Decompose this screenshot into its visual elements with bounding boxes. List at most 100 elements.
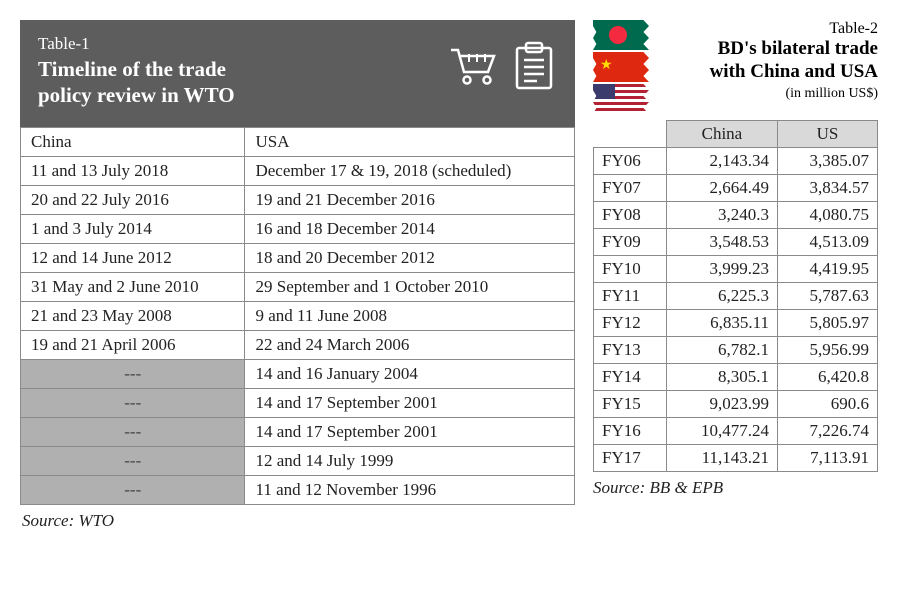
table-row: ---11 and 12 November 1996 [21,475,575,504]
table2-cell-china: 6,835.11 [666,310,777,337]
table-row: FY093,548.534,513.09 [594,229,878,256]
table2-cell-china: 6,782.1 [666,337,777,364]
table-row: ---14 and 16 January 2004 [21,359,575,388]
table-row: FY126,835.115,805.97 [594,310,878,337]
table2-cell-china: 8,305.1 [666,364,777,391]
table2-cell-china: 6,225.3 [666,283,777,310]
table-row: 1 and 3 July 201416 and 18 December 2014 [21,214,575,243]
table-row: FY148,305.16,420.8 [594,364,878,391]
table1-title: Timeline of the trade policy review in W… [38,56,447,109]
table2-cell-china: 10,477.24 [666,418,777,445]
table-row: 20 and 22 July 201619 and 21 December 20… [21,185,575,214]
table2-cell-us: 6,420.8 [777,364,877,391]
table1-label: Table-1 [38,34,447,54]
table2-cell-us: 4,513.09 [777,229,877,256]
table1-cell-china: --- [21,359,245,388]
flags-stack [593,20,649,114]
cart-icon [447,42,503,90]
table2-col-us: US [777,121,877,148]
table1-header-text: Table-1 Timeline of the trade policy rev… [38,34,447,109]
table2-cell-fy: FY09 [594,229,667,256]
table2-cell-china: 9,023.99 [666,391,777,418]
table1-header: Table-1 Timeline of the trade policy rev… [20,20,575,127]
table2-label: Table-2 [657,20,878,38]
table1-col-china: China [21,127,245,156]
table1: China USA 11 and 13 July 2018December 17… [20,127,575,505]
table1-col-usa: USA [245,127,575,156]
table-row: 21 and 23 May 20089 and 11 June 2008 [21,301,575,330]
table2-cell-us: 7,113.91 [777,445,877,472]
table2-title-line1: BD's bilateral trade [718,38,878,59]
table1-cell-china: --- [21,446,245,475]
table1-cell-usa: 19 and 21 December 2016 [245,185,575,214]
flag-china-icon [593,52,649,82]
table2-cell-fy: FY13 [594,337,667,364]
table-row: FY083,240.34,080.75 [594,202,878,229]
table2-col-china: China [666,121,777,148]
table2-cell-us: 7,226.74 [777,418,877,445]
table1-cell-usa: December 17 & 19, 2018 (scheduled) [245,156,575,185]
table2: China US FY062,143.343,385.07FY072,664.4… [593,120,878,472]
table1-cell-usa: 22 and 24 March 2006 [245,330,575,359]
table2-title: BD's bilateral trade with China and USA [657,38,878,84]
table1-cell-china: 21 and 23 May 2008 [21,301,245,330]
table2-cell-china: 3,999.23 [666,256,777,283]
table2-col-fy-blank [594,121,667,148]
table2-title-line2: with China and USA [710,61,878,82]
table1-cell-china: 31 May and 2 June 2010 [21,272,245,301]
table-row: FY1711,143.217,113.91 [594,445,878,472]
table1-cell-china: 12 and 14 June 2012 [21,243,245,272]
table-row: FY1610,477.247,226.74 [594,418,878,445]
table1-cell-usa: 16 and 18 December 2014 [245,214,575,243]
table2-unit: (in million US$) [657,86,878,102]
table2-cell-us: 5,805.97 [777,310,877,337]
table-row: ---14 and 17 September 2001 [21,388,575,417]
table1-cell-usa: 14 and 17 September 2001 [245,388,575,417]
table-row: FY136,782.15,956.99 [594,337,878,364]
table-row: 12 and 14 June 201218 and 20 December 20… [21,243,575,272]
table1-source: Source: WTO [20,511,575,531]
table1-cell-china: 11 and 13 July 2018 [21,156,245,185]
table2-header: Table-2 BD's bilateral trade with China … [593,20,878,114]
table-row: ---14 and 17 September 2001 [21,417,575,446]
table2-cell-fy: FY15 [594,391,667,418]
table2-source: Source: BB & EPB [593,478,878,498]
table2-cell-us: 3,385.07 [777,148,877,175]
table-row: FY103,999.234,419.95 [594,256,878,283]
table2-cell-us: 4,080.75 [777,202,877,229]
table2-header-row: China US [594,121,878,148]
table1-title-line2: policy review in WTO [38,83,235,107]
table1-cell-usa: 14 and 16 January 2004 [245,359,575,388]
table-row: FY116,225.35,787.63 [594,283,878,310]
table2-cell-us: 4,419.95 [777,256,877,283]
table1-cell-usa: 12 and 14 July 1999 [245,446,575,475]
table2-cell-fy: FY07 [594,175,667,202]
table-row: FY159,023.99690.6 [594,391,878,418]
table2-cell-fy: FY08 [594,202,667,229]
table-row: FY072,664.493,834.57 [594,175,878,202]
table2-cell-china: 2,143.34 [666,148,777,175]
table-row: 11 and 13 July 2018December 17 & 19, 201… [21,156,575,185]
table-row: ---12 and 14 July 1999 [21,446,575,475]
table2-cell-fy: FY06 [594,148,667,175]
table2-cell-fy: FY14 [594,364,667,391]
table1-cell-china: 20 and 22 July 2016 [21,185,245,214]
flag-bangladesh-icon [593,20,649,50]
table1-cell-china: --- [21,475,245,504]
table2-cell-china: 11,143.21 [666,445,777,472]
table2-titleblock: Table-2 BD's bilateral trade with China … [657,20,878,102]
table1-icons [447,40,557,92]
table2-cell-fy: FY10 [594,256,667,283]
table-row: 19 and 21 April 200622 and 24 March 2006 [21,330,575,359]
table1-cell-usa: 29 September and 1 October 2010 [245,272,575,301]
table1-cell-usa: 9 and 11 June 2008 [245,301,575,330]
table1-cell-china: 1 and 3 July 2014 [21,214,245,243]
table2-cell-us: 690.6 [777,391,877,418]
table1-title-line1: Timeline of the trade [38,57,226,81]
table2-cell-fy: FY17 [594,445,667,472]
table2-container: Table-2 BD's bilateral trade with China … [593,20,878,580]
table1-cell-usa: 18 and 20 December 2012 [245,243,575,272]
table-row: FY062,143.343,385.07 [594,148,878,175]
table2-cell-us: 3,834.57 [777,175,877,202]
table2-cell-us: 5,956.99 [777,337,877,364]
